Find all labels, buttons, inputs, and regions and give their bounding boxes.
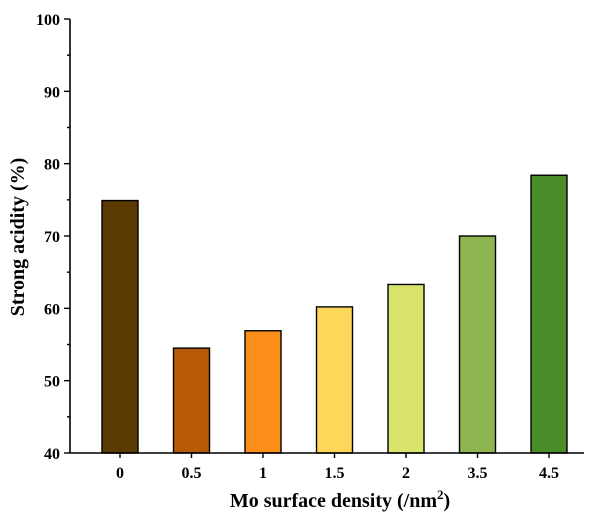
x-tick-label: 0 — [116, 465, 124, 482]
x-tick-label: 0.5 — [182, 465, 202, 482]
x-tick-label: 1 — [259, 465, 267, 482]
x-axis-title: Mo surface density (/nm2) — [230, 487, 450, 512]
bars-group — [101, 174, 568, 454]
y-tick-label: 80 — [44, 157, 60, 174]
y-tick-label: 70 — [44, 229, 60, 246]
y-tick-label: 40 — [44, 446, 60, 463]
x-axis-title-end: ) — [444, 490, 451, 512]
bar-2 — [387, 283, 425, 454]
x-tick-label: 4.5 — [539, 465, 559, 482]
y-tick-label: 60 — [44, 301, 60, 318]
bar-0 — [101, 199, 139, 454]
y-tick-label: 50 — [44, 374, 60, 391]
x-tick-label: 3.5 — [468, 465, 488, 482]
y-axis-title: Strong acidity (%) — [7, 158, 29, 317]
x-axis-title-main: Mo surface density (/nm — [230, 490, 438, 512]
bar-3-5 — [458, 235, 497, 454]
y-tick-label: 90 — [44, 84, 60, 101]
x-ticks-group: 0 0.5 1 1.5 2 3.5 4.5 — [116, 453, 559, 482]
x-tick-label: 1.5 — [325, 465, 345, 482]
bar-1-5 — [315, 306, 354, 454]
y-tick-label: 100 — [36, 12, 60, 29]
bar-1 — [244, 330, 282, 454]
bar-0-5 — [172, 347, 211, 454]
bar-4-5 — [530, 174, 568, 454]
y-ticks-group: 40 50 60 70 80 90 100 — [36, 12, 70, 463]
x-axis-title-superscript: 2 — [437, 487, 444, 502]
x-tick-label: 2 — [402, 465, 410, 482]
